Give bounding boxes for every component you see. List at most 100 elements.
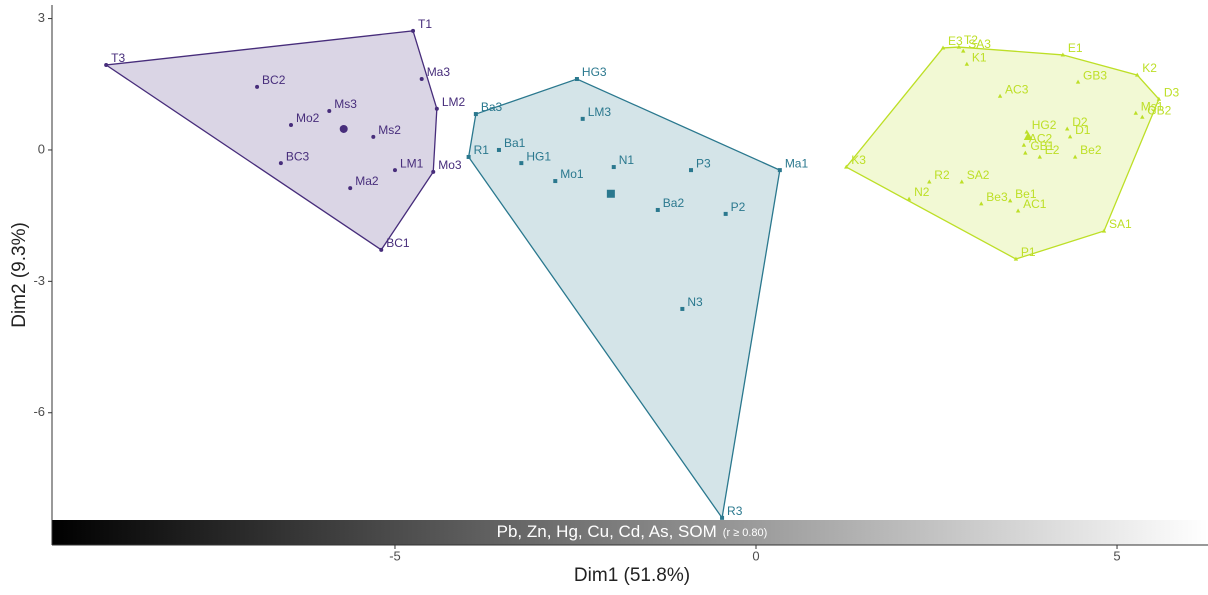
point	[379, 247, 384, 252]
point-label: D3	[1164, 85, 1180, 99]
point-label: Mo2	[296, 111, 320, 125]
gradient-label: Pb, Zn, Hg, Cu, Cd, As, SOM (r ≥ 0.80)	[497, 522, 768, 541]
point-label: K3	[851, 153, 866, 167]
y-tick-label: -3	[33, 273, 45, 288]
point	[496, 147, 501, 152]
point-label: GB3	[1083, 68, 1107, 82]
point-label: BC3	[286, 149, 310, 163]
point-label: E3	[948, 34, 963, 48]
point-label: K2	[1142, 61, 1157, 75]
point	[1075, 79, 1081, 84]
point-label: HG2	[1032, 118, 1057, 132]
point	[574, 77, 579, 82]
point-label: N2	[914, 185, 930, 199]
point	[1065, 126, 1070, 131]
point-label: BC1	[386, 236, 410, 250]
y-axis-title: Dim2 (9.3%)	[9, 222, 30, 328]
point	[473, 112, 478, 117]
point-label: Ma3	[427, 65, 451, 79]
point	[1007, 198, 1013, 203]
point-label: P2	[731, 200, 746, 214]
point-label: LM1	[400, 156, 424, 170]
point-label: SA2	[967, 168, 990, 182]
point	[906, 196, 912, 201]
point	[611, 165, 616, 170]
point	[411, 28, 416, 33]
point-label: AC3	[1005, 82, 1029, 96]
point	[580, 116, 585, 121]
point-label: Ba2	[663, 196, 685, 210]
group-center	[339, 124, 348, 133]
point	[1101, 228, 1107, 233]
group-hull	[467, 78, 781, 520]
gradient-text: Pb, Zn, Hg, Cu, Cd, As, SOM	[497, 522, 717, 541]
point-label: Ba1	[504, 136, 526, 150]
point	[327, 108, 332, 113]
point	[997, 93, 1003, 98]
point	[466, 154, 471, 159]
point-label: Ms3	[334, 97, 357, 111]
point-label: N1	[619, 153, 635, 167]
point	[1072, 154, 1078, 159]
point	[1140, 114, 1145, 119]
point	[553, 179, 558, 184]
point	[979, 201, 984, 206]
point	[104, 63, 109, 67]
point	[1021, 142, 1027, 147]
y-tick-label: 0	[38, 141, 45, 156]
point	[959, 179, 964, 184]
point-label: D1	[1075, 123, 1091, 137]
point-label: GB2	[1147, 103, 1171, 117]
x-tick-label: 0	[752, 548, 759, 563]
group-hull	[104, 30, 438, 251]
point-label: HG3	[582, 65, 607, 79]
point-label: AC2	[1029, 131, 1053, 145]
point	[964, 61, 970, 66]
point	[961, 48, 966, 53]
point-label: Mo1	[560, 167, 584, 181]
y-tick-label: 3	[38, 10, 45, 25]
point	[431, 169, 436, 174]
point	[844, 164, 849, 169]
point-label: HG1	[526, 149, 551, 163]
point-label: E1	[1068, 41, 1083, 55]
x-tick-label: -5	[389, 548, 401, 563]
point	[1024, 129, 1029, 134]
point	[1156, 96, 1162, 101]
point	[371, 134, 376, 139]
point-label: D2	[1072, 115, 1088, 129]
gradient-note: (r ≥ 0.80)	[723, 527, 768, 539]
point	[1015, 208, 1021, 213]
point-label: T2	[964, 33, 978, 47]
point	[680, 306, 685, 311]
point-label: Be1	[1015, 187, 1037, 201]
point	[278, 161, 283, 166]
point	[255, 84, 260, 89]
point-label: E2	[1045, 143, 1060, 157]
point-label: AC1	[1023, 197, 1047, 211]
point-label: R3	[727, 504, 743, 518]
point	[1013, 256, 1019, 261]
point	[419, 77, 424, 82]
point-label: GB1	[1030, 139, 1054, 153]
point-label: Ma2	[355, 174, 379, 188]
point	[1135, 72, 1140, 77]
x-axis-title: Dim1 (51.8%)	[574, 565, 690, 586]
point	[723, 211, 728, 216]
point-label: Ms2	[378, 123, 401, 137]
point	[689, 168, 694, 173]
point	[927, 179, 932, 184]
gradient-bar	[52, 520, 1208, 545]
point-label: R1	[474, 143, 490, 157]
x-tick-label: 5	[1113, 548, 1120, 563]
point-label: P1	[1021, 245, 1036, 259]
point-label: SA1	[1109, 217, 1132, 231]
point	[1133, 110, 1138, 115]
point	[720, 515, 725, 520]
point	[434, 106, 439, 111]
point-label: BC2	[262, 73, 286, 87]
group-center	[1023, 132, 1033, 141]
point-label: Ma1	[785, 156, 809, 170]
point-label: SA3	[968, 37, 991, 51]
